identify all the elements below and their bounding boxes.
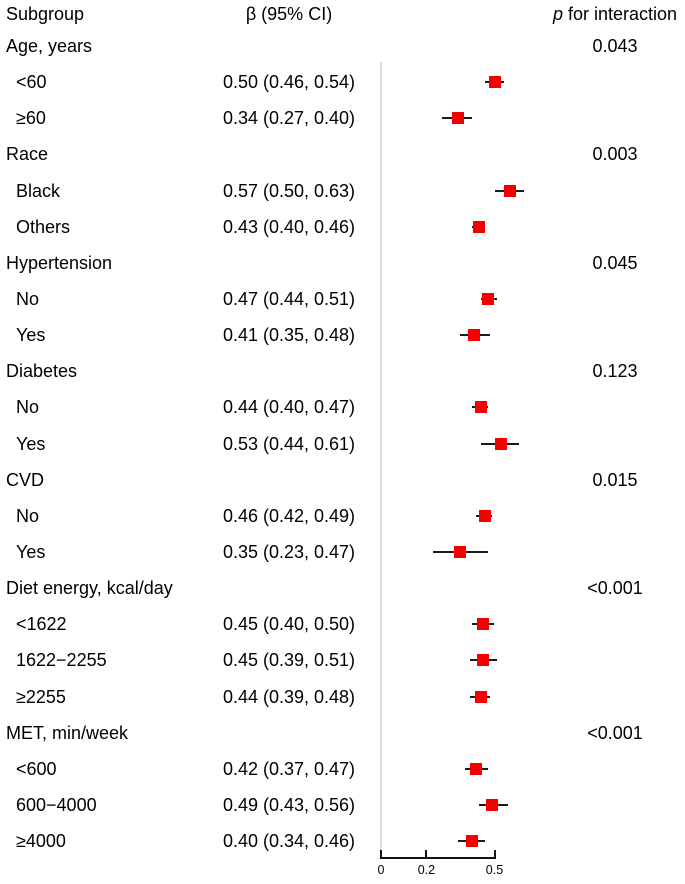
col-header-beta-ci: β (95% CI) (245, 4, 333, 24)
beta-ci-value: 0.41 (0.35, 0.48) (222, 325, 356, 346)
group-label: Age, years (6, 36, 93, 56)
p-italic-symbol: p (552, 4, 563, 24)
p-interaction-value: 0.015 (592, 469, 638, 490)
beta-marker (495, 437, 508, 450)
p-header-rest: for interaction (562, 4, 678, 24)
beta-marker (452, 112, 465, 125)
p-interaction-value: <0.001 (587, 722, 643, 743)
p-interaction-value: 0.045 (592, 252, 638, 273)
beta-ci-value: 0.53 (0.44, 0.61) (222, 433, 356, 454)
beta-ci-value: 0.40 (0.34, 0.46) (222, 831, 356, 852)
row-label: Yes (16, 541, 46, 562)
beta-marker (486, 798, 499, 811)
beta-marker (465, 835, 478, 848)
row-label: ≥2255 (16, 686, 66, 707)
beta-ci-value: 0.45 (0.39, 0.51) (222, 650, 356, 671)
beta-ci-value: 0.43 (0.40, 0.46) (222, 216, 356, 237)
row-label: No (16, 505, 40, 526)
beta-marker (468, 329, 481, 342)
beta-marker (488, 76, 501, 89)
x-axis-tick-label: 0.5 (485, 863, 504, 877)
beta-marker (504, 184, 517, 197)
row-label: No (16, 397, 40, 418)
beta-ci-value: 0.34 (0.27, 0.40) (222, 108, 356, 129)
beta-ci-value: 0.50 (0.46, 0.54) (222, 72, 356, 93)
row-label: Yes (16, 325, 46, 346)
p-interaction-value: 0.123 (592, 361, 638, 382)
group-label: CVD (6, 469, 45, 490)
x-axis-line (380, 857, 496, 859)
row-label: ≥60 (16, 108, 46, 129)
beta-marker (474, 401, 487, 414)
row-label: No (16, 288, 40, 309)
group-label: Diabetes (6, 361, 78, 382)
row-label: <600 (16, 758, 57, 779)
axis-zero-reference-line (380, 62, 382, 858)
beta-ci-value: 0.35 (0.23, 0.47) (222, 541, 356, 562)
p-interaction-value: 0.003 (592, 144, 638, 165)
x-axis-tick (380, 850, 382, 857)
beta-marker (477, 654, 490, 667)
p-interaction-value: 0.043 (592, 36, 638, 56)
x-axis-tick (425, 850, 428, 857)
row-label: Black (16, 180, 61, 201)
x-axis-tick (493, 850, 496, 857)
row-label: Yes (16, 433, 46, 454)
beta-marker (472, 220, 485, 233)
beta-ci-value: 0.46 (0.42, 0.49) (222, 505, 356, 526)
beta-marker (454, 545, 467, 558)
beta-marker (479, 509, 492, 522)
row-label: 1622−2255 (16, 650, 107, 671)
row-label: <60 (16, 72, 47, 93)
row-label: <1622 (16, 614, 67, 635)
beta-ci-value: 0.45 (0.40, 0.50) (222, 614, 356, 635)
beta-ci-value: 0.57 (0.50, 0.63) (222, 180, 356, 201)
beta-ci-value: 0.47 (0.44, 0.51) (222, 288, 356, 309)
row-label: 600−4000 (16, 794, 97, 815)
beta-ci-value: 0.42 (0.37, 0.47) (222, 758, 356, 779)
x-axis-tick-label: 0.2 (417, 863, 436, 877)
beta-marker (477, 618, 490, 631)
beta-ci-value: 0.44 (0.39, 0.48) (222, 686, 356, 707)
row-label: Others (16, 216, 71, 237)
group-label: MET, min/week (6, 722, 129, 743)
beta-marker (481, 292, 494, 305)
col-header-subgroup: Subgroup (6, 4, 85, 24)
beta-ci-value: 0.44 (0.40, 0.47) (222, 397, 356, 418)
col-header-p-interaction: p for interaction (545, 0, 685, 28)
beta-ci-value: 0.49 (0.43, 0.56) (222, 794, 356, 815)
group-label: Diet energy, kcal/day (6, 578, 173, 599)
x-axis-tick-label: 0 (377, 863, 385, 877)
group-label: Hypertension (6, 252, 113, 273)
beta-marker (474, 690, 487, 703)
row-label: ≥4000 (16, 831, 66, 852)
beta-marker (470, 762, 483, 775)
p-interaction-value: <0.001 (587, 578, 643, 599)
group-label: Race (6, 144, 49, 165)
